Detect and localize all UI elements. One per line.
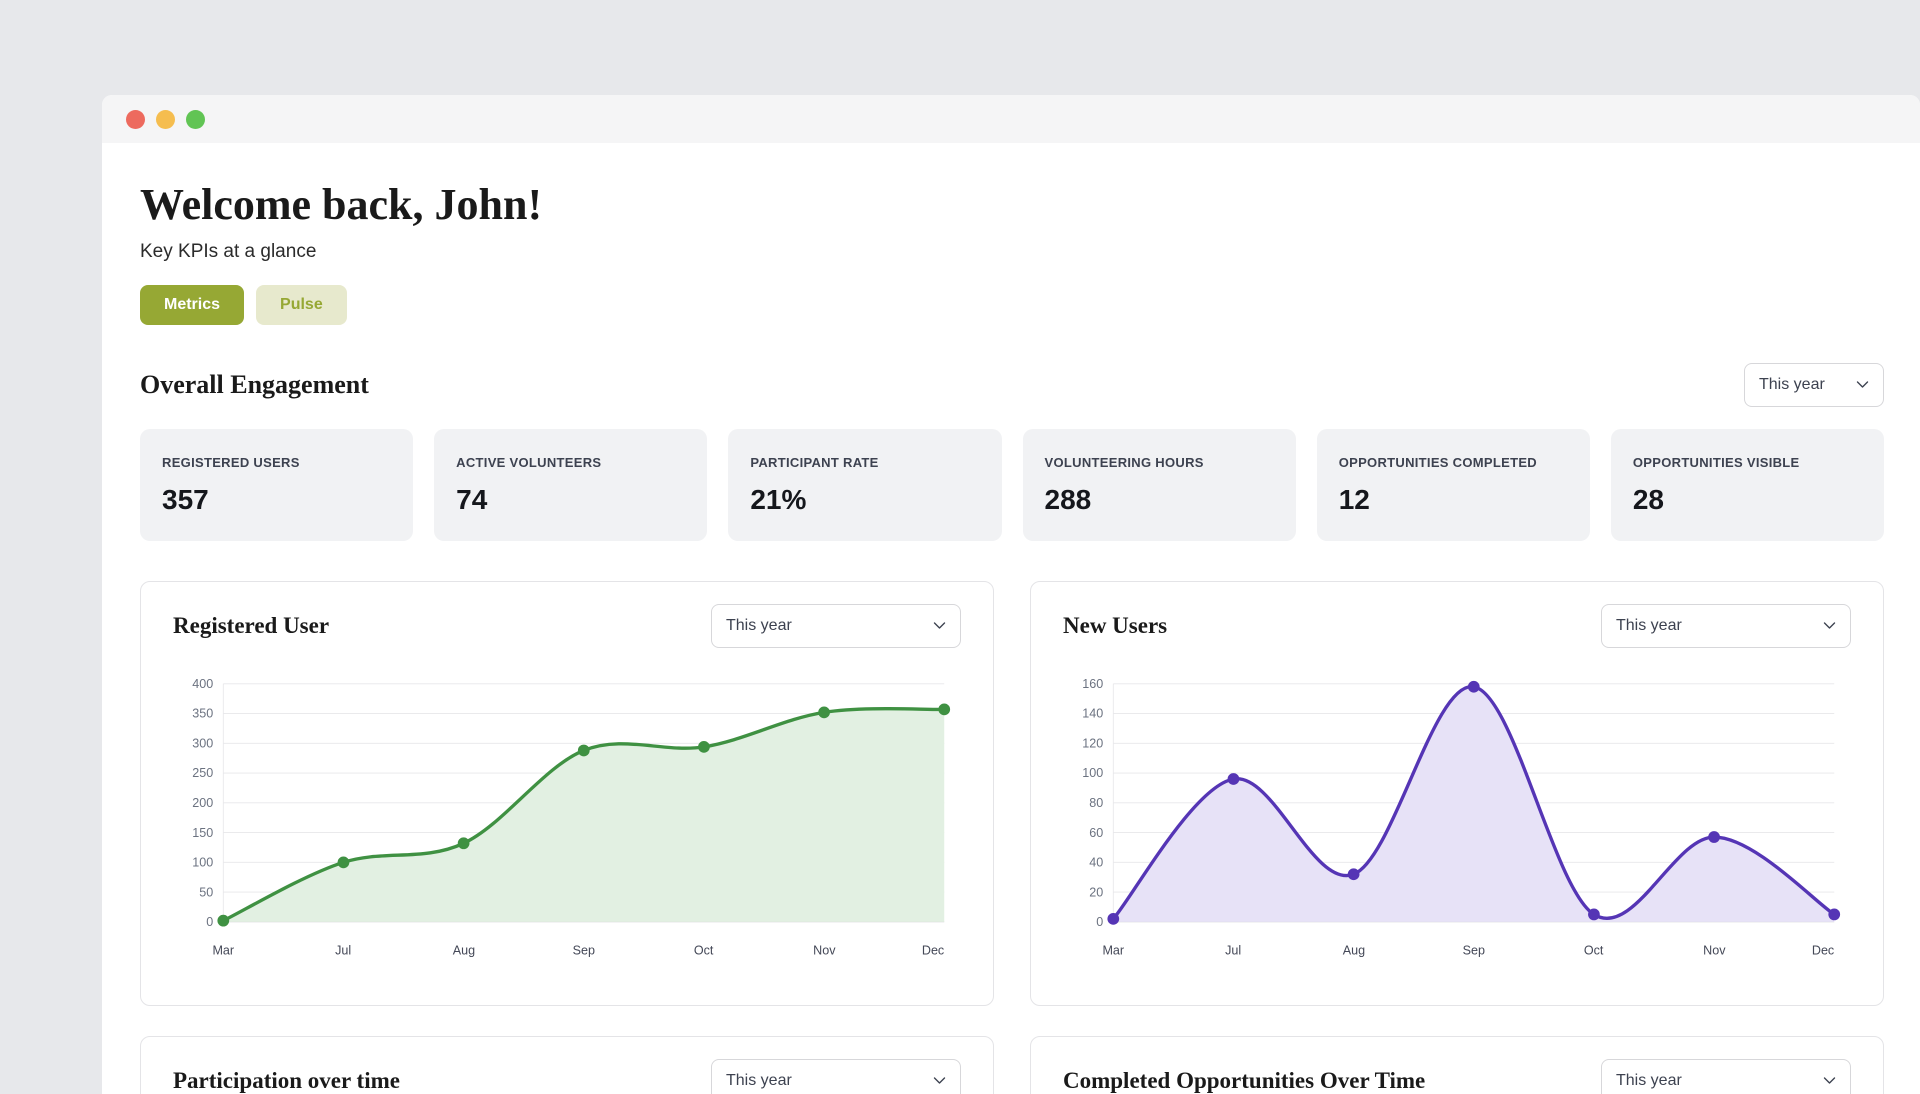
svg-text:Nov: Nov [813, 944, 836, 958]
svg-text:400: 400 [192, 677, 213, 691]
svg-text:Mar: Mar [212, 944, 234, 958]
svg-text:40: 40 [1089, 856, 1103, 870]
svg-text:80: 80 [1089, 796, 1103, 810]
svg-text:Dec: Dec [1812, 944, 1834, 958]
svg-text:200: 200 [192, 796, 213, 810]
svg-text:300: 300 [192, 737, 213, 751]
svg-text:Sep: Sep [573, 944, 595, 958]
svg-text:Nov: Nov [1703, 944, 1726, 958]
svg-text:120: 120 [1082, 737, 1103, 751]
svg-text:0: 0 [206, 915, 213, 929]
svg-text:Oct: Oct [1584, 944, 1604, 958]
svg-text:140: 140 [1082, 707, 1103, 721]
svg-text:Dec: Dec [922, 944, 944, 958]
svg-text:Oct: Oct [694, 944, 714, 958]
svg-text:250: 250 [192, 767, 213, 781]
svg-text:Jul: Jul [335, 944, 351, 958]
svg-text:50: 50 [199, 886, 213, 900]
svg-text:160: 160 [1082, 677, 1103, 691]
svg-text:100: 100 [192, 856, 213, 870]
svg-text:20: 20 [1089, 886, 1103, 900]
svg-text:Sep: Sep [1463, 944, 1485, 958]
svg-text:Mar: Mar [1102, 944, 1124, 958]
svg-text:60: 60 [1089, 826, 1103, 840]
svg-text:Aug: Aug [1343, 944, 1365, 958]
svg-text:Jul: Jul [1225, 944, 1241, 958]
svg-text:350: 350 [192, 707, 213, 721]
svg-text:100: 100 [1082, 767, 1103, 781]
svg-text:150: 150 [192, 826, 213, 840]
svg-text:0: 0 [1096, 915, 1103, 929]
svg-text:Aug: Aug [453, 944, 475, 958]
